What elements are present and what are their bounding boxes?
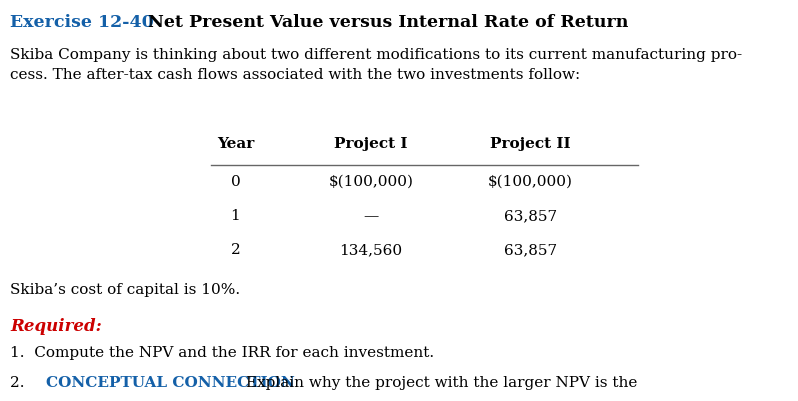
Text: Required:: Required: [10, 317, 102, 334]
Text: Explain why the project with the larger NPV is the: Explain why the project with the larger … [241, 375, 638, 389]
Text: 1.  Compute the NPV and the IRR for each investment.: 1. Compute the NPV and the IRR for each … [10, 345, 434, 359]
Text: 0: 0 [231, 174, 240, 188]
Text: Year: Year [217, 136, 254, 150]
Text: 63,857: 63,857 [504, 243, 557, 257]
Text: Exercise 12-40: Exercise 12-40 [10, 14, 154, 31]
Text: CONCEPTUAL CONNECTION: CONCEPTUAL CONNECTION [46, 375, 295, 389]
Text: $(100,000): $(100,000) [329, 174, 413, 188]
Text: Skiba’s cost of capital is 10%.: Skiba’s cost of capital is 10%. [10, 283, 240, 297]
Text: 2: 2 [231, 243, 240, 257]
Text: $(100,000): $(100,000) [488, 174, 573, 188]
Text: Project II: Project II [490, 136, 571, 150]
Text: 134,560: 134,560 [339, 243, 403, 257]
Text: 1: 1 [231, 209, 240, 223]
Text: Net Present Value versus Internal Rate of Return: Net Present Value versus Internal Rate o… [142, 14, 628, 31]
Text: 2.: 2. [10, 375, 34, 389]
Text: Skiba Company is thinking about two different modifications to its current manuf: Skiba Company is thinking about two diff… [10, 48, 742, 82]
Text: Project I: Project I [334, 136, 408, 150]
Text: —: — [363, 209, 379, 223]
Text: 63,857: 63,857 [504, 209, 557, 223]
